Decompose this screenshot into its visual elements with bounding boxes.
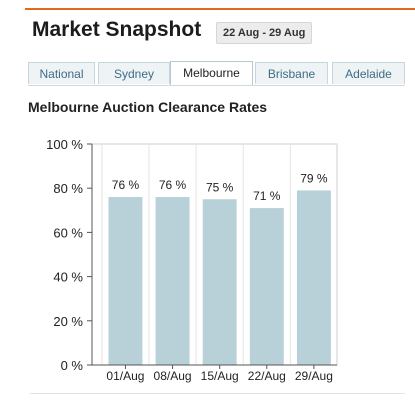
page-title: Market Snapshot [32,18,202,41]
bar-value-label: 76 % [112,178,140,192]
y-tick-label: 0 % [61,358,84,373]
x-tick-label: 01/Aug [106,369,144,383]
bar-value-label: 79 % [300,171,328,185]
bar-value-label: 75 % [206,180,234,194]
tab-melbourne[interactable]: Melbourne [170,61,253,85]
y-tick-label: 60 % [53,225,83,240]
bar [155,197,190,365]
y-tick-label: 100 % [46,137,83,152]
y-tick-label: 80 % [53,181,83,196]
y-tick-label: 20 % [53,314,83,329]
x-tick-label: 22/Aug [248,369,286,383]
date-range-badge: 22 Aug - 29 Aug [216,22,313,44]
bar-value-label: 76 % [159,178,187,192]
tab-brisbane[interactable]: Brisbane [255,62,328,84]
bar [249,208,284,365]
city-tabs: National Sydney Melbourne Brisbane Adela… [28,61,405,85]
x-tick-label: 29/Aug [295,369,333,383]
x-tick-label: 15/Aug [201,369,239,383]
bar [296,190,331,365]
tab-adelaide[interactable]: Adelaide [332,62,405,84]
header-accent-rule [25,8,415,10]
tabs-baseline [28,85,405,86]
chart-title: Melbourne Auction Clearance Rates [28,99,268,115]
tab-sydney[interactable]: Sydney [98,62,170,84]
x-tick-label: 08/Aug [154,369,192,383]
tab-national[interactable]: National [28,62,95,84]
bar [108,197,143,365]
bar-value-label: 71 % [253,189,281,203]
bottom-divider [30,393,405,394]
bar [202,199,237,365]
y-tick-label: 40 % [53,270,83,285]
